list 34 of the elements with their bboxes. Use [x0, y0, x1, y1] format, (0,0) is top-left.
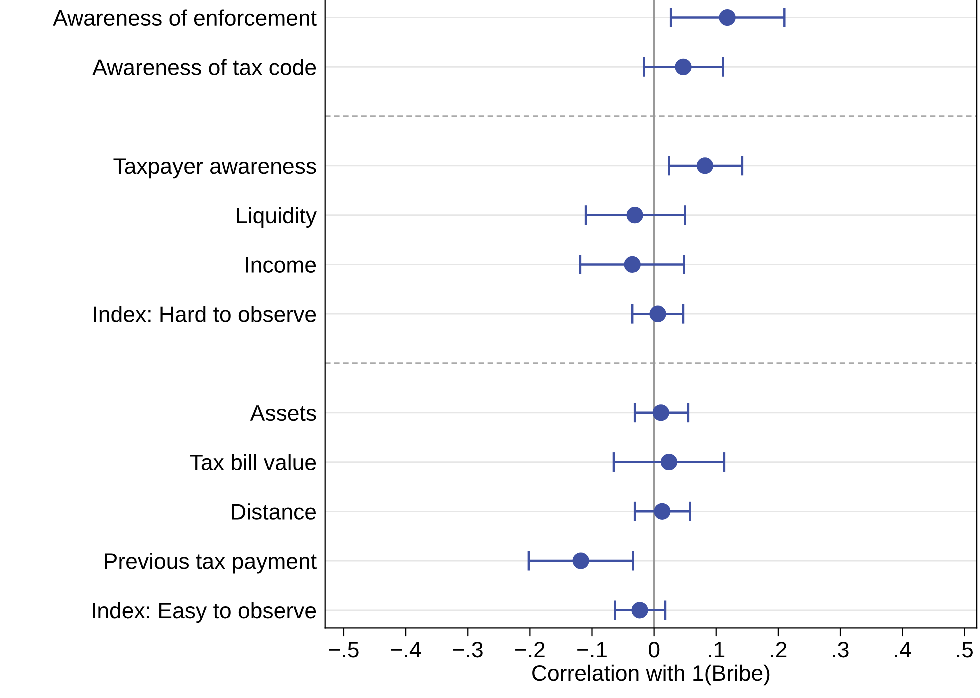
x-tick-label: −.1 — [578, 642, 607, 658]
x-tick-label: −.4 — [391, 642, 422, 658]
x-axis-title: Correlation with 1(Bribe) — [532, 664, 770, 686]
point — [624, 256, 641, 274]
x-tick-label: .2 — [771, 642, 787, 658]
y-tick-label: Liquidity — [237, 207, 317, 228]
point — [696, 158, 714, 174]
y-tick-label: Index: Easy to observe — [93, 602, 316, 624]
x-tick-label: −.2 — [516, 642, 545, 658]
point — [650, 306, 666, 322]
y-tick-label: Tax bill value — [190, 454, 316, 471]
point — [719, 9, 736, 26]
y-tick-label: Distance — [232, 504, 316, 520]
point — [652, 404, 670, 422]
x-tick-label: .5 — [957, 642, 973, 658]
y-tick-label: Awareness of tax code — [92, 59, 316, 76]
point — [675, 58, 692, 76]
point — [654, 503, 671, 520]
y-tick-label: Previous tax payment — [105, 552, 317, 574]
point — [626, 207, 644, 224]
point — [572, 552, 590, 570]
x-tick-label: .3 — [833, 642, 849, 658]
x-tick-label: −.3 — [453, 642, 483, 658]
x-tick-label: .4 — [895, 642, 912, 658]
y-tick-label: Index: Hard to observe — [94, 306, 316, 322]
x-tick-label: −.5 — [329, 642, 359, 658]
y-tick-label: Assets — [250, 406, 316, 422]
y-tick-label: Awareness of enforcement — [53, 10, 317, 26]
y-tick-label: Taxpayer awareness — [114, 158, 316, 179]
y-tick-label: Income — [246, 257, 316, 273]
point — [632, 602, 648, 619]
x-tick-label: 0 — [649, 642, 660, 658]
point — [660, 454, 678, 471]
x-tick-label: .1 — [709, 642, 725, 658]
